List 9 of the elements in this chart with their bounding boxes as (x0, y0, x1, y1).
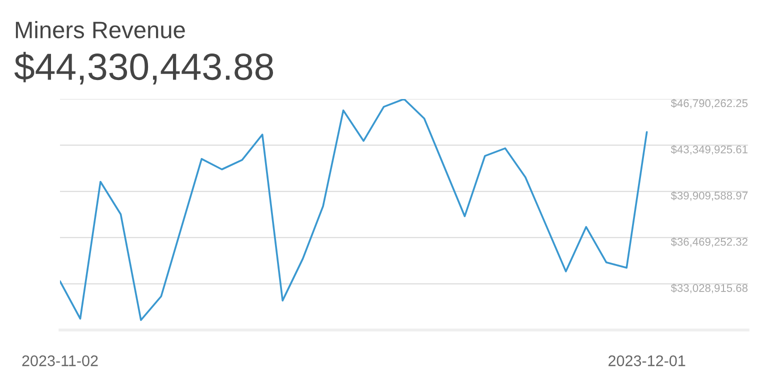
y-tick-label: $46,790,262.25 (670, 98, 748, 108)
x-tick-label: 2023-11-02 (22, 355, 98, 366)
y-tick-label: $33,028,915.68 (670, 284, 748, 294)
chart-title: Miners Revenue (16, 20, 185, 38)
chart-subtitle: $44,330,443.88 (14, 52, 274, 84)
y-tick-label: $36,469,252.32 (670, 237, 748, 248)
x-tick-label: 2023-12-01 (608, 355, 686, 366)
y-tick-label: $39,909,588.97 (670, 191, 748, 201)
y-tick-label: $43,349,925.61 (670, 145, 748, 155)
